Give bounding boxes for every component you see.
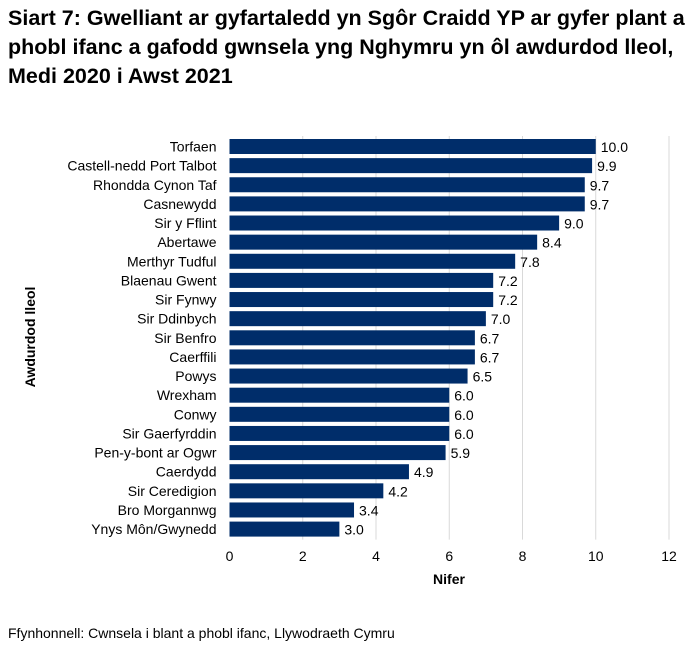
category-label: Wrexham [157, 387, 217, 403]
category-label: Caerdydd [156, 464, 217, 480]
bar [229, 521, 340, 537]
data-label: 9.7 [590, 196, 610, 212]
bar [229, 330, 475, 346]
category-label: Bro Morgannwg [118, 502, 217, 518]
data-label: 8.4 [542, 235, 562, 251]
data-label: 7.2 [498, 273, 518, 289]
bar [229, 464, 409, 480]
bar [229, 253, 516, 269]
data-label: 7.0 [491, 311, 511, 327]
bar [229, 215, 560, 231]
category-label: Merthyr Tudful [127, 253, 216, 269]
category-label: Castell-nedd Port Talbot [67, 158, 216, 174]
category-label: Conwy [174, 406, 217, 422]
x-tick-label: 12 [661, 548, 677, 564]
category-label: Sir y Fflint [154, 215, 216, 231]
x-tick-label: 6 [445, 548, 453, 564]
category-label: Sir Gaerfyrddin [122, 425, 216, 441]
bar [229, 502, 355, 518]
x-tick-label: 2 [299, 548, 307, 564]
y-axis-title: Awdurdod lleol [22, 287, 38, 388]
category-label: Ynys Môn/Gwynedd [91, 521, 216, 537]
data-label: 6.7 [480, 330, 500, 346]
bar [229, 445, 446, 461]
category-label: Rhondda Cynon Taf [93, 177, 217, 193]
data-label: 9.0 [564, 216, 584, 232]
data-label: 6.0 [454, 426, 474, 442]
data-label: 5.9 [451, 445, 471, 461]
bar [229, 177, 585, 193]
category-label: Sir Fynwy [155, 292, 216, 308]
data-label: 4.2 [388, 483, 408, 499]
x-tick-label: 0 [226, 548, 234, 564]
data-label: 4.9 [414, 464, 434, 480]
category-label: Sir Ddinbych [137, 311, 216, 327]
data-label: 9.7 [590, 177, 610, 193]
category-label: Blaenau Gwent [121, 272, 217, 288]
data-label: 6.0 [454, 407, 474, 423]
bar [229, 196, 585, 212]
category-label: Sir Benfro [154, 330, 216, 346]
data-label: 7.8 [520, 254, 540, 270]
category-label: Torfaen [170, 139, 217, 155]
bar [229, 406, 450, 422]
x-tick-label: 10 [588, 548, 604, 564]
bar [229, 349, 475, 365]
category-label: Casnewydd [143, 196, 216, 212]
category-label: Powys [175, 368, 216, 384]
category-label: Abertawe [157, 234, 216, 250]
bar [229, 272, 494, 288]
bar [229, 387, 450, 403]
bar [229, 311, 486, 327]
bar [229, 368, 468, 384]
x-axis-title: Nifer [433, 571, 465, 587]
x-tick-label: 4 [372, 548, 380, 564]
category-label: Caerffili [169, 349, 216, 365]
chart-title: Siart 7: Gwelliant ar gyfartaledd yn Sgô… [8, 6, 685, 88]
data-label: 3.0 [344, 522, 364, 538]
data-label: 6.5 [473, 369, 493, 385]
category-label: Sir Ceredigion [128, 483, 217, 499]
category-label: Pen-y-bont ar Ogwr [94, 445, 216, 461]
x-tick-label: 8 [519, 548, 527, 564]
bar [229, 483, 384, 499]
data-label: 3.4 [359, 502, 379, 518]
bar [229, 234, 538, 250]
source-note: Ffynhonnell: Cwnsela i blant a phobl ifa… [8, 625, 395, 641]
bar [229, 139, 596, 154]
data-label: 10.0 [601, 139, 628, 155]
data-label: 6.7 [480, 349, 500, 365]
bar [229, 158, 593, 174]
data-label: 6.0 [454, 388, 474, 404]
bar [229, 425, 450, 441]
data-label: 7.2 [498, 292, 518, 308]
bar [229, 292, 494, 308]
data-label: 9.9 [597, 158, 617, 174]
